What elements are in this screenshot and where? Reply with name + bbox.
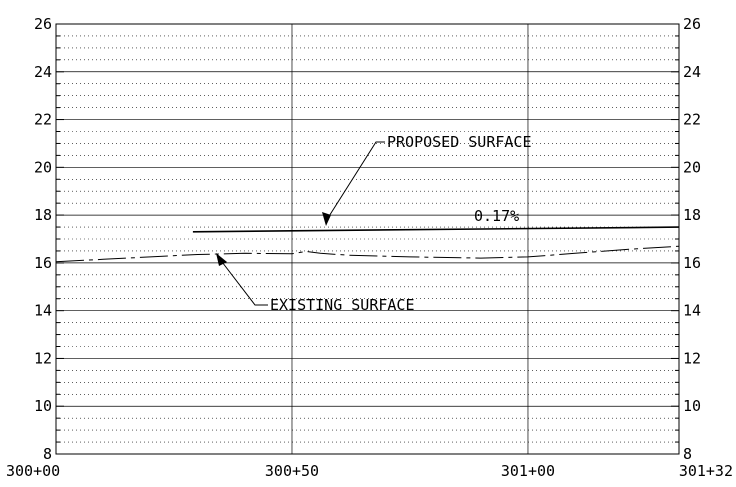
existing-leader-line xyxy=(218,257,268,306)
y-tick-label-left: 18 xyxy=(34,206,52,224)
x-tick-label: 300+50 xyxy=(265,462,319,480)
x-tick-label: 301+32 xyxy=(679,462,733,480)
y-tick-label-left: 14 xyxy=(34,302,52,320)
proposed-surface-label: PROPOSED SURFACE xyxy=(387,133,532,151)
y-tick-label-right: 10 xyxy=(683,397,701,415)
proposed-surface-callout: PROPOSED SURFACE xyxy=(322,133,532,226)
y-tick-label-right: 18 xyxy=(683,206,701,224)
x-tick-label: 301+00 xyxy=(501,462,555,480)
y-axis-left: 8 10 12 14 16 18 20 22 24 26 xyxy=(34,15,64,463)
proposed-arrowhead xyxy=(322,212,331,226)
y-tick-label-left: 26 xyxy=(34,15,52,33)
existing-surface-line xyxy=(55,245,680,263)
y-tick-label-left: 22 xyxy=(34,111,52,129)
y-tick-label-right: 8 xyxy=(683,445,692,463)
y-tick-label-right: 14 xyxy=(683,302,701,320)
existing-arrowhead xyxy=(216,253,227,266)
y-tick-label-left: 10 xyxy=(34,397,52,415)
y-axis-right: 8 10 12 14 16 18 20 22 24 26 xyxy=(671,15,701,463)
x-axis: 300+00 300+50 301+00 301+32 xyxy=(6,462,733,480)
plot-frame xyxy=(55,23,680,455)
y-tick-label-right: 22 xyxy=(683,111,701,129)
major-grid xyxy=(55,23,680,455)
proposed-surface-line xyxy=(192,226,680,233)
existing-surface-callout: EXISTING SURFACE xyxy=(216,253,415,314)
y-tick-label-left: 24 xyxy=(34,63,52,81)
x-tick-label: 300+00 xyxy=(6,462,60,480)
grade-label: 0.17% xyxy=(474,207,519,225)
y-tick-label-left: 16 xyxy=(34,254,52,272)
y-tick-label-left: 12 xyxy=(34,349,52,367)
existing-surface-label: EXISTING SURFACE xyxy=(270,296,415,314)
y-tick-label-right: 12 xyxy=(683,349,701,367)
minor-grid xyxy=(56,35,679,443)
y-tick-label-right: 16 xyxy=(683,254,701,272)
proposed-leader-line xyxy=(325,141,385,222)
y-tick-label-right: 26 xyxy=(683,15,701,33)
y-tick-label-left: 8 xyxy=(43,445,52,463)
y-tick-label-right: 20 xyxy=(683,158,701,176)
y-tick-label-left: 20 xyxy=(34,158,52,176)
y-tick-label-right: 24 xyxy=(683,63,701,81)
